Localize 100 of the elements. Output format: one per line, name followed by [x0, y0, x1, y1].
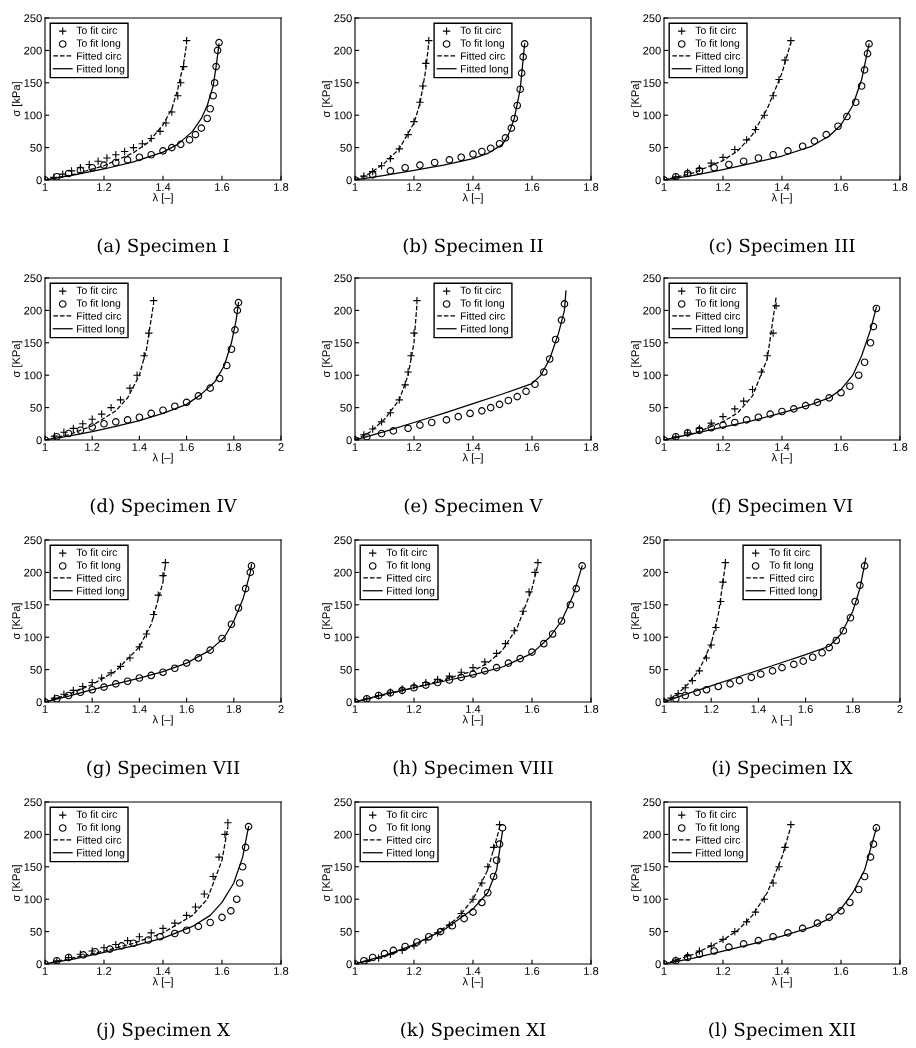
- y-tick-label: 150: [334, 79, 352, 87]
- y-tick-label: 50: [30, 927, 42, 936]
- y-tick-label: 0: [346, 698, 352, 707]
- y-tick-label: 150: [24, 339, 42, 347]
- legend-label: Fitted circ: [460, 312, 506, 320]
- y-tick-label: 200: [643, 46, 661, 55]
- x-tick-label: 1.6: [798, 705, 813, 713]
- legend-label: To fit long: [695, 823, 740, 833]
- y-tick-label: 100: [24, 371, 42, 380]
- x-tick-label: 1.2: [85, 443, 100, 451]
- y-tick-label: 200: [24, 46, 42, 55]
- x-tick-label: 1.2: [704, 705, 719, 713]
- y-tick-label: 100: [24, 111, 42, 120]
- legend-label: Fitted long: [77, 64, 125, 75]
- x-tick-label: 2: [897, 705, 903, 713]
- x-tick-label: 1.4: [466, 183, 481, 191]
- legend-label: Fitted circ: [460, 52, 506, 60]
- y-axis-title: σ [KPa]: [321, 341, 333, 378]
- legend-label: To fit long: [695, 39, 740, 49]
- x-tick-label: 1.4: [132, 705, 147, 713]
- y-tick-label: 100: [643, 371, 661, 380]
- x-tick-label: 1.6: [525, 705, 540, 713]
- legend-label: To fit long: [76, 299, 121, 309]
- legend-label: To fit circ: [695, 810, 737, 818]
- y-tick-label: 150: [643, 79, 661, 87]
- y-tick-label: 200: [24, 830, 42, 839]
- y-axis-title: σ [KPa]: [321, 81, 333, 118]
- y-tick-label: 250: [334, 798, 352, 807]
- legend-label: Fitted circ: [387, 574, 432, 582]
- y-tick-label: 150: [24, 79, 42, 87]
- y-tick-label: 50: [340, 403, 352, 412]
- y-tick-label: 150: [643, 601, 661, 609]
- legend-label: To fit long: [386, 823, 431, 833]
- legend-label: Fitted circ: [77, 52, 122, 60]
- x-tick-label: 1.2: [97, 183, 112, 191]
- text: (l) Specimen XII: [709, 1022, 856, 1040]
- y-axis-title: σ [KPa]: [630, 865, 642, 902]
- y-tick-label: 200: [643, 830, 661, 839]
- x-tick-label: 1.4: [751, 705, 766, 713]
- x-tick-label: 1.8: [584, 443, 599, 451]
- y-tick-label: 150: [334, 601, 352, 609]
- y-tick-label: 0: [655, 436, 661, 445]
- y-tick-label: 250: [334, 536, 352, 545]
- y-tick-label: 250: [643, 14, 661, 23]
- x-tick-label: 1.2: [716, 443, 731, 451]
- text: (k) Specimen XI: [401, 1022, 546, 1040]
- legend-label: To fit circ: [76, 810, 118, 818]
- legend-label: To fit circ: [695, 26, 737, 34]
- y-tick-label: 250: [24, 274, 42, 283]
- x-tick-label: 1.2: [85, 705, 100, 713]
- y-tick-label: 100: [643, 111, 661, 120]
- legend-label: To fit long: [695, 299, 740, 309]
- x-tick-label: 1.6: [179, 705, 194, 713]
- y-tick-label: 150: [24, 601, 42, 609]
- legend-label: Fitted long: [77, 848, 125, 859]
- text: (c) Specimen III: [709, 238, 855, 256]
- y-tick-label: 0: [655, 698, 661, 707]
- legend-label: To fit circ: [76, 286, 118, 294]
- y-tick-label: 100: [334, 111, 352, 120]
- text: (a) Specimen I: [97, 238, 229, 256]
- x-axis-title: λ [–]: [152, 193, 173, 204]
- text: (h) Specimen VIII: [393, 760, 553, 778]
- x-tick-label: 1.8: [845, 705, 861, 713]
- legend-label: Fitted long: [460, 64, 509, 75]
- x-tick-label: 1.8: [584, 183, 599, 191]
- y-tick-label: 0: [36, 960, 42, 969]
- x-tick-label: 1: [661, 967, 667, 975]
- x-tick-label: 2: [278, 705, 284, 713]
- y-tick-label: 50: [649, 403, 661, 412]
- x-axis-title: λ [–]: [462, 193, 483, 204]
- x-tick-label: 1.2: [407, 443, 422, 451]
- legend-label: Fitted circ: [696, 52, 741, 60]
- legend-label: Fitted circ: [77, 574, 122, 582]
- text: (e) Specimen V: [404, 498, 543, 516]
- legend-label: To fit circ: [386, 548, 428, 556]
- x-tick-label: 1.8: [226, 705, 242, 713]
- legend-label: Fitted circ: [696, 836, 741, 844]
- y-tick-label: 200: [334, 830, 352, 839]
- x-tick-label: 1.8: [893, 183, 908, 191]
- y-tick-label: 0: [655, 960, 661, 969]
- x-tick-label: 1: [42, 967, 48, 975]
- x-tick-label: 1: [352, 183, 358, 191]
- y-tick-label: 50: [649, 927, 661, 936]
- x-tick-label: 1.4: [132, 443, 147, 451]
- x-tick-label: 1: [661, 183, 667, 191]
- x-tick-label: 1: [661, 705, 667, 713]
- x-tick-label: 1: [42, 183, 48, 191]
- y-tick-label: 0: [36, 698, 42, 707]
- legend-label: To fit long: [76, 823, 121, 833]
- x-tick-label: 1.6: [525, 443, 540, 451]
- legend-label: To fit long: [460, 39, 505, 49]
- x-tick-label: 1.8: [893, 967, 908, 975]
- legend-label: To fit circ: [695, 286, 737, 294]
- text: (i) Specimen IX: [712, 760, 853, 778]
- x-tick-label: 1.4: [156, 967, 171, 975]
- y-tick-label: 250: [334, 274, 352, 283]
- x-tick-label: 1.2: [407, 967, 422, 975]
- y-axis-title: σ [KPa]: [11, 603, 23, 640]
- x-tick-label: 2: [278, 443, 284, 451]
- x-tick-label: 1.4: [775, 183, 790, 191]
